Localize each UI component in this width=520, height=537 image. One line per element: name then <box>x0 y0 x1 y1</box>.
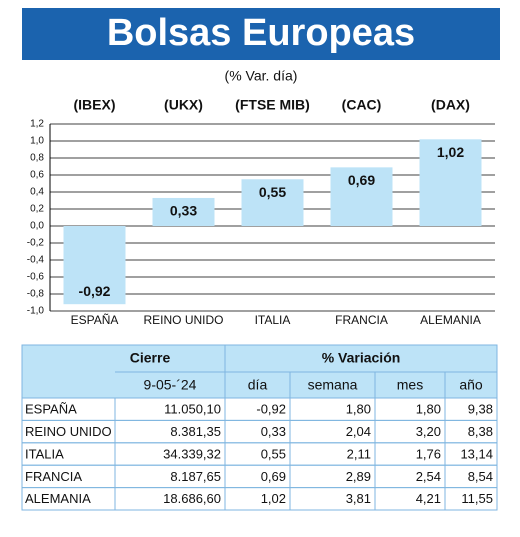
table-cell: 18.686,60 <box>163 491 221 506</box>
table-cell: 13,14 <box>460 446 493 461</box>
table-cell: 1,76 <box>416 446 441 461</box>
table-row <box>21 487 498 511</box>
table-cell: -0,92 <box>256 402 286 417</box>
table-header: % Variación <box>322 350 401 366</box>
y-tick-label: 0,2 <box>30 204 44 215</box>
value-label: 0,55 <box>259 184 286 200</box>
table-cell: 11.050,10 <box>164 402 221 417</box>
table-cell: 8,54 <box>468 469 493 484</box>
bar <box>63 226 126 305</box>
table-header: Cierre <box>130 350 171 366</box>
chart-subtitle: (% Var. día) <box>225 68 298 84</box>
y-tick-label: 0,6 <box>30 170 44 181</box>
x-tick-label: REINO UNIDO <box>143 313 223 327</box>
table-cell: 34.339,32 <box>163 446 221 461</box>
table-header: año <box>459 377 483 393</box>
index-label: (UKX) <box>164 97 203 113</box>
table-cell: 0,69 <box>261 469 286 484</box>
index-label: (IBEX) <box>74 97 116 113</box>
y-tick-label: 1,2 <box>30 119 44 130</box>
value-label: 0,69 <box>348 172 375 188</box>
value-label: 0,33 <box>170 203 197 219</box>
table-cell: 3,81 <box>346 491 371 506</box>
y-tick-label: 1,0 <box>30 136 44 147</box>
table-cell: 9,38 <box>468 402 493 417</box>
table-cell: ALEMANIA <box>25 491 91 506</box>
y-tick-label: 0,8 <box>30 153 44 164</box>
value-label: 1,02 <box>437 144 464 160</box>
x-tick-label: ALEMANIA <box>420 313 481 327</box>
title-banner <box>22 8 500 60</box>
y-tick-label: 0,0 <box>30 221 44 232</box>
x-tick-label: FRANCIA <box>335 313 388 327</box>
table-cell: FRANCIA <box>25 469 82 484</box>
bar <box>330 167 393 226</box>
value-label: -0,92 <box>79 283 111 299</box>
chart-title: Bolsas Europeas <box>107 12 415 54</box>
table-header: 9-05-´24 <box>144 377 197 393</box>
bar <box>241 179 304 226</box>
x-tick-label: ESPAÑA <box>71 313 119 327</box>
y-tick-label: -1,0 <box>27 306 45 317</box>
table-cell: 4,21 <box>416 491 441 506</box>
table-header: semana <box>308 377 358 393</box>
table-cell: ESPAÑA <box>25 402 77 417</box>
y-tick-label: 0,4 <box>30 187 44 198</box>
table-cell: 8.381,35 <box>170 424 221 439</box>
table-cell: 0,55 <box>261 446 286 461</box>
table-cell: 8,38 <box>468 424 493 439</box>
bar <box>152 197 215 226</box>
table-cell: 1,02 <box>261 491 286 506</box>
y-tick-label: -0,6 <box>27 272 45 283</box>
index-label: (FTSE MIB) <box>235 97 310 113</box>
table-header: día <box>248 377 268 393</box>
table-cell: REINO UNIDO <box>25 424 112 439</box>
y-tick-label: -0,2 <box>27 238 45 249</box>
table-header: mes <box>397 377 423 393</box>
x-tick-label: ITALIA <box>255 313 291 327</box>
table-cell: 2,54 <box>416 469 441 484</box>
y-tick-label: -0,4 <box>27 255 45 266</box>
table-cell: 11,55 <box>461 491 493 506</box>
index-label: (DAX) <box>431 97 470 113</box>
table-cell: 1,80 <box>346 402 371 417</box>
table-cell: 8.187,65 <box>170 469 221 484</box>
table-cell: 0,33 <box>261 424 286 439</box>
table-cell: ITALIA <box>25 446 64 461</box>
table-cell: 2,89 <box>346 469 371 484</box>
bar <box>419 139 482 226</box>
table-cell: 2,04 <box>346 424 371 439</box>
y-tick-label: -0,8 <box>27 289 45 300</box>
table-cell: 3,20 <box>416 424 441 439</box>
table-cell: 1,80 <box>416 402 441 417</box>
index-label: (CAC) <box>342 97 382 113</box>
table-cell: 2,11 <box>347 446 371 461</box>
